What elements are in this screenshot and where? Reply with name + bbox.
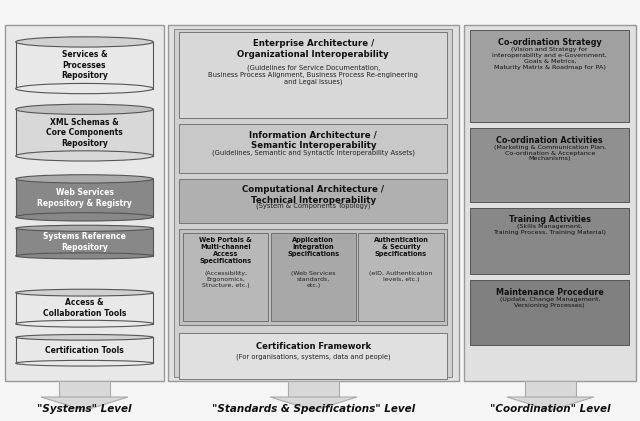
Text: Information Architecture /
Semantic Interoperability: Information Architecture / Semantic Inte… bbox=[250, 131, 377, 150]
Text: XML Schemas &
Core Components
Repository: XML Schemas & Core Components Repository bbox=[46, 118, 123, 147]
Text: (Vision and Strategy for
Interoperability and e-Government,
Goals & Metrics,
Mat: (Vision and Strategy for Interoperabilit… bbox=[492, 47, 607, 69]
Text: Application
Integration
Specifications: Application Integration Specifications bbox=[287, 237, 339, 258]
Text: Co-ordination Activities: Co-ordination Activities bbox=[497, 136, 603, 144]
FancyBboxPatch shape bbox=[464, 25, 636, 381]
Text: Enterprise Architecture /
Organizational Interoperability: Enterprise Architecture / Organizational… bbox=[237, 39, 389, 59]
FancyBboxPatch shape bbox=[179, 179, 447, 223]
FancyBboxPatch shape bbox=[179, 124, 447, 173]
Text: Co-ordination Strategy: Co-ordination Strategy bbox=[498, 38, 602, 47]
Text: Services &
Processes
Repository: Services & Processes Repository bbox=[61, 51, 108, 80]
Text: (Guidelines for Service Documentation,
Business Process Alignment, Business Proc: (Guidelines for Service Documentation, B… bbox=[209, 64, 418, 85]
Text: (Accessibility,
Ergonomics,
Structure, etc.): (Accessibility, Ergonomics, Structure, e… bbox=[202, 271, 250, 288]
FancyBboxPatch shape bbox=[525, 381, 576, 397]
Text: (System & Components Topology): (System & Components Topology) bbox=[256, 202, 371, 208]
FancyBboxPatch shape bbox=[179, 32, 447, 118]
FancyBboxPatch shape bbox=[358, 233, 444, 321]
Text: (Guidelines, Semantic and Syntactic Interoperability Assets): (Guidelines, Semantic and Syntactic Inte… bbox=[212, 149, 415, 156]
Text: Certification Framework: Certification Framework bbox=[256, 342, 371, 351]
FancyBboxPatch shape bbox=[168, 25, 459, 381]
FancyBboxPatch shape bbox=[16, 337, 154, 363]
FancyBboxPatch shape bbox=[470, 128, 629, 202]
FancyBboxPatch shape bbox=[271, 233, 356, 321]
Ellipse shape bbox=[16, 253, 154, 259]
FancyBboxPatch shape bbox=[16, 109, 154, 156]
Ellipse shape bbox=[16, 104, 154, 115]
FancyBboxPatch shape bbox=[59, 381, 110, 397]
Text: Maintenance Procedure: Maintenance Procedure bbox=[496, 288, 604, 296]
Text: "Coordination" Level: "Coordination" Level bbox=[490, 404, 611, 414]
Text: Certification Tools: Certification Tools bbox=[45, 346, 124, 355]
FancyBboxPatch shape bbox=[183, 233, 268, 321]
FancyBboxPatch shape bbox=[16, 228, 154, 256]
Text: "Standards & Specifications" Level: "Standards & Specifications" Level bbox=[212, 404, 415, 414]
FancyBboxPatch shape bbox=[179, 333, 447, 379]
Ellipse shape bbox=[16, 289, 154, 296]
Ellipse shape bbox=[16, 83, 154, 94]
Text: "Systems" Level: "Systems" Level bbox=[37, 404, 132, 414]
Text: Authentication
& Security
Specifications: Authentication & Security Specifications bbox=[374, 237, 428, 258]
Text: Web Services
Repository & Registry: Web Services Repository & Registry bbox=[37, 188, 132, 208]
Text: Training Activities: Training Activities bbox=[509, 215, 591, 224]
Text: Web Portals &
Multi-channel
Access
Specifications: Web Portals & Multi-channel Access Speci… bbox=[199, 237, 252, 264]
Text: Systems Reference
Repository: Systems Reference Repository bbox=[43, 232, 126, 252]
FancyBboxPatch shape bbox=[16, 293, 154, 324]
Ellipse shape bbox=[16, 334, 154, 340]
FancyBboxPatch shape bbox=[16, 179, 154, 217]
FancyBboxPatch shape bbox=[174, 29, 452, 377]
Polygon shape bbox=[270, 397, 357, 410]
Text: (Skills Management,
Training Process, Training Material): (Skills Management, Training Process, Tr… bbox=[493, 224, 606, 235]
FancyBboxPatch shape bbox=[470, 30, 629, 122]
Ellipse shape bbox=[16, 151, 154, 161]
Ellipse shape bbox=[16, 213, 154, 221]
Text: (Update, Change Management,
Versioning Processes): (Update, Change Management, Versioning P… bbox=[499, 297, 600, 308]
Text: Computational Architecture /
Technical Interoperability: Computational Architecture / Technical I… bbox=[243, 185, 384, 205]
Text: (Web Services
standards,
etc.): (Web Services standards, etc.) bbox=[291, 271, 335, 288]
FancyBboxPatch shape bbox=[470, 208, 629, 274]
Ellipse shape bbox=[16, 320, 154, 327]
Ellipse shape bbox=[16, 37, 154, 47]
Ellipse shape bbox=[16, 225, 154, 231]
FancyBboxPatch shape bbox=[179, 229, 447, 325]
Text: (For organisations, systems, data and people): (For organisations, systems, data and pe… bbox=[236, 354, 390, 360]
FancyBboxPatch shape bbox=[288, 381, 339, 397]
Polygon shape bbox=[507, 397, 594, 410]
FancyBboxPatch shape bbox=[16, 42, 154, 88]
Text: (Marketing & Communication Plan,
Co-ordination & Acceptance
Mechanisms): (Marketing & Communication Plan, Co-ordi… bbox=[493, 145, 606, 161]
Ellipse shape bbox=[16, 360, 154, 366]
Ellipse shape bbox=[16, 175, 154, 183]
Polygon shape bbox=[41, 397, 128, 410]
FancyBboxPatch shape bbox=[5, 25, 164, 381]
Text: Access &
Collaboration Tools: Access & Collaboration Tools bbox=[43, 298, 126, 318]
Text: (eID, Authentication
levels, etc.): (eID, Authentication levels, etc.) bbox=[369, 271, 433, 282]
FancyBboxPatch shape bbox=[470, 280, 629, 345]
